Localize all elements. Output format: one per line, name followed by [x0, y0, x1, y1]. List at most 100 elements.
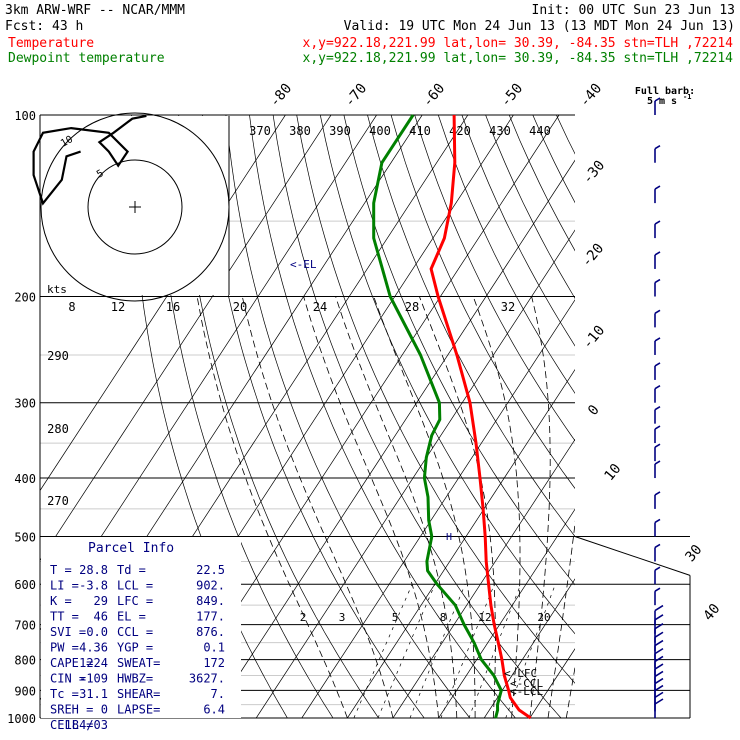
wind-barb-700 [654, 604, 664, 625]
parcel-row-0-cell-3: 22.5 [196, 563, 225, 577]
parcel-row-8-cell-2: SHEAR= [117, 687, 160, 701]
moist-adiabat-10 [303, 296, 439, 718]
dry-adiabat-360 [390, 115, 575, 489]
parcel-row-6-cell-1: 1224 [79, 656, 108, 670]
moist-adiabat-38 [565, 665, 575, 718]
mixing-ratio-3 [377, 584, 436, 718]
parcel-row-4-cell-0: SVI = [50, 625, 86, 639]
wind-barb-450 [654, 491, 661, 509]
parcel-row-6-cell-2: SWEAT= [117, 656, 160, 670]
parcel-row-7-cell-0: CIN = [50, 672, 86, 686]
parcel-row-9-cell-2: LAPSE= [117, 703, 160, 717]
dry-adiabat-450 [604, 115, 740, 718]
wind-barb-500 [654, 518, 661, 537]
parcel-row-8-cell-0: Tc = [50, 687, 79, 701]
wind-barb-300 [654, 385, 661, 403]
parcel-row-5-cell-0: PW = [50, 641, 79, 655]
hodograph-ring-label-10: 10 [59, 134, 75, 150]
dry-adiabat-260 [154, 115, 334, 718]
theta-label-390: 390 [329, 124, 351, 138]
wind-scale-label-32: 32 [501, 300, 515, 314]
isotherm-label-0: 0 [585, 402, 603, 419]
parcel-row-4-cell-3: 876. [196, 625, 225, 639]
wind-barb-160 [654, 220, 661, 239]
parcel-row-2-cell-1: 29 [94, 594, 108, 608]
temperature-legend-info: x,y=922.18,221.99 lat,lon= 30.39, -84.35… [303, 36, 734, 51]
pressure-label-200: 200 [14, 291, 36, 305]
hodograph-trace [32, 114, 147, 206]
parcel-row-10-cell-0: CELL = [50, 718, 93, 732]
parcel-row-3-cell-0: TT = [50, 610, 79, 624]
parcel-row-8-cell-3: 7. [211, 687, 225, 701]
pressure-label-900: 900 [14, 684, 36, 698]
wind-barbs [654, 97, 664, 718]
hodograph-units: kts [47, 283, 67, 296]
hodograph-ring-1 [87, 159, 183, 255]
parcel-row-0-cell-1: 28.8 [79, 563, 108, 577]
theta-label-410: 410 [409, 124, 431, 138]
wind-barb-350 [654, 425, 661, 444]
isotherm-label--30: -30 [580, 158, 609, 188]
wind-scale-label-20: 20 [233, 300, 247, 314]
wind-barb-275 [654, 362, 661, 380]
wind-barb-650 [654, 587, 661, 606]
pressure-label-300: 300 [14, 397, 36, 411]
parcel-row-5-cell-2: YGP = [117, 641, 153, 655]
isotherm-label-30: 30 [682, 542, 705, 565]
dry-adiabat-420 [532, 115, 575, 204]
mixing-ratio-label-2: 2 [300, 611, 307, 624]
dewpoint-legend-label: Dewpoint temperature [8, 51, 165, 66]
moist-adiabat-0 [241, 296, 394, 718]
dry-adiabat-310 [272, 115, 562, 718]
parcel-row-2-cell-2: LFC = [117, 594, 153, 608]
parcel-row-9-cell-0: SREH = [50, 703, 93, 717]
wind-barb-375 [654, 443, 661, 462]
dry-adiabat-410 [508, 115, 575, 252]
ccl-marker: <-CCL [510, 677, 543, 690]
isotherm-label-40: 40 [700, 601, 723, 624]
theta-label-280: 280 [47, 422, 69, 436]
pressure-label-1000: 1000 [7, 712, 36, 726]
theta-label-440: 440 [529, 124, 551, 138]
parcel-row-7-cell-2: HWBZ= [117, 672, 153, 686]
isotherm--100 [40, 115, 332, 562]
valid-time: Valid: 19 UTC Mon 24 Jun 13 (13 MDT Mon … [344, 19, 735, 34]
mixing-ratio-2 [353, 584, 413, 718]
hodograph-ring-2 [40, 112, 230, 302]
isotherm-label--80: -80 [267, 81, 296, 111]
temperature-legend-label: Temperature [8, 36, 94, 51]
parcel-row-3-cell-3: 177. [196, 610, 225, 624]
dry-adiabat-380 [437, 115, 575, 394]
wind-barb-325 [654, 405, 661, 424]
wind-scale-label-24: 24 [313, 300, 327, 314]
wind-scale-label-8: 8 [68, 300, 75, 314]
mixing-ratio-8 [440, 584, 495, 718]
parcel-row-9-cell-3: 6.4 [203, 703, 225, 717]
theta-label-400: 400 [369, 124, 391, 138]
dry-adiabat-350 [367, 115, 575, 538]
pressure-label-500: 500 [14, 530, 36, 544]
mixing-ratio-5 [409, 584, 466, 718]
barb-key-exponent: -1 [683, 93, 691, 101]
forecast-hour: 43 h [52, 19, 83, 34]
theta-label-420: 420 [449, 124, 471, 138]
parcel-row-9-cell-1: 0 [101, 703, 108, 717]
pressure-label-400: 400 [14, 472, 36, 486]
moist-adiabat-30 [529, 296, 551, 718]
wind-barb-400 [654, 460, 661, 479]
forecast-label: Fcst: [5, 19, 44, 34]
parcel-info-title: Parcel Info [88, 541, 174, 556]
mixing-ratio-label-12: 12 [478, 611, 491, 624]
isotherm-label--70: -70 [342, 81, 371, 111]
isotherm-label-10: 10 [601, 461, 624, 484]
el-marker: <-EL [290, 258, 317, 271]
parcel-row-0-cell-0: T = [50, 563, 72, 577]
pressure-label-100: 100 [14, 109, 36, 123]
profile-traces [372, 114, 532, 720]
wind-scale-label-12: 12 [111, 300, 125, 314]
dry-adiabat-270 [178, 115, 379, 718]
mixing-ratio-12 [468, 584, 522, 718]
isotherm-0 [392, 438, 575, 718]
mixing-ratio-label-3: 3 [339, 611, 346, 624]
model-title: 3km ARW-WRF -- NCAR/MMM [5, 3, 185, 18]
